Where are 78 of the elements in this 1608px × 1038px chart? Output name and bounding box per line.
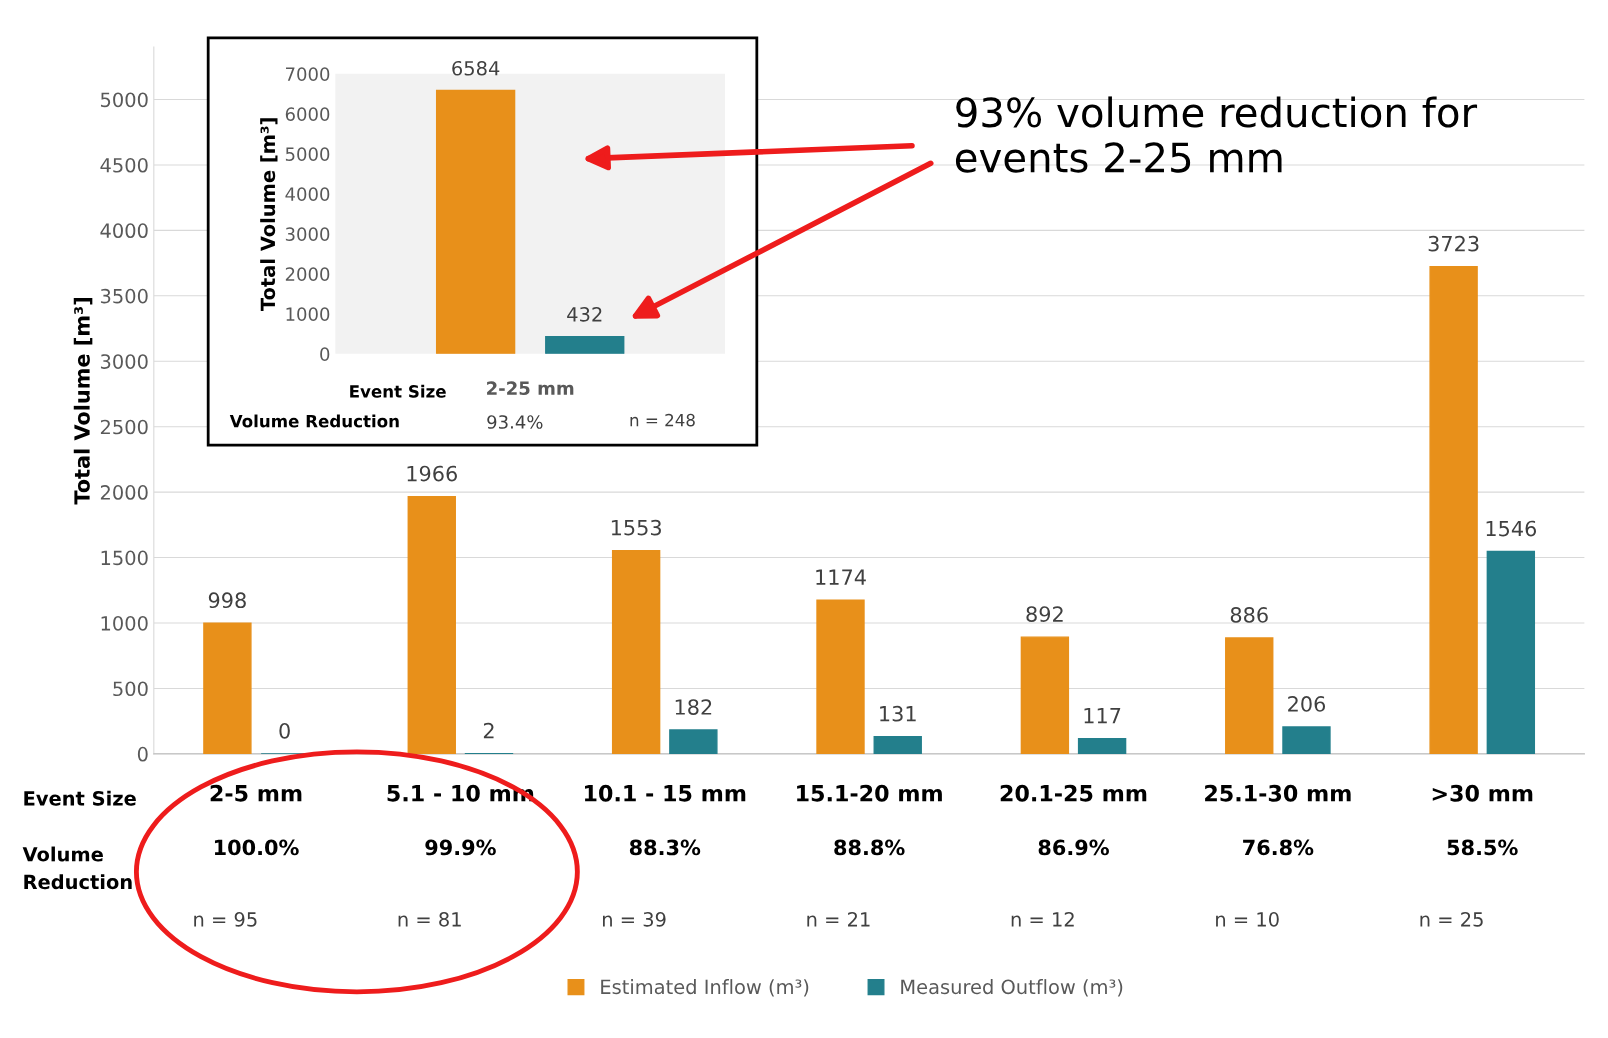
data-label: 998: [208, 592, 246, 609]
text: 88.3%: [629, 839, 701, 856]
y-tick-label: 4000: [100, 223, 148, 239]
x-tick-label: 10.1 - 15 mm: [585, 784, 746, 802]
y-tick-label: 1500: [101, 550, 148, 566]
bar: [816, 599, 865, 754]
x-tick-label: 2-5 mm: [210, 784, 302, 802]
text: n = 39: [603, 912, 666, 927]
x-tick-label: >30 mm: [1432, 784, 1533, 802]
y-tick-label: 500: [113, 681, 148, 697]
annotation: Event Size: [350, 384, 446, 398]
y-tick-label: 3000: [285, 227, 330, 241]
legend-label: Measured Outflow (m³): [901, 979, 1123, 997]
y-tick-label: 1000: [101, 615, 148, 631]
text: n = 95: [194, 912, 257, 927]
text: n = 10: [1216, 912, 1279, 927]
text: n = 12: [1011, 912, 1074, 927]
data-label: 1546: [1486, 520, 1537, 537]
bar: [1282, 726, 1331, 754]
x-tick-label: 20.1-25 mm: [1000, 784, 1147, 802]
y-tick-label: 5000: [100, 92, 148, 108]
data-label: 131: [880, 705, 916, 722]
y-tick-label: 2000: [100, 485, 148, 500]
y-tick-label: 3000: [100, 354, 148, 369]
data-label: 2: [483, 722, 494, 739]
y-tick-label: 0: [320, 347, 330, 361]
bar: [1486, 550, 1536, 754]
data-label: 1174: [816, 569, 866, 585]
legend-label: Estimated Inflow (m³): [601, 979, 809, 997]
bar: [1020, 636, 1070, 754]
data-label: 892: [1026, 606, 1063, 622]
y-tick-label: 4500: [100, 157, 148, 173]
annotation: 2-25 mm: [487, 381, 574, 395]
bar: [1225, 637, 1274, 754]
data-label: 182: [675, 699, 712, 715]
bar: [1077, 737, 1127, 754]
text: n = 25: [1420, 912, 1483, 927]
y-tick-label: 2000: [285, 267, 330, 281]
text: 99.9%: [425, 839, 496, 856]
x-tick-label: 15.1-20 mm: [797, 784, 942, 802]
text: n = 81: [398, 912, 461, 927]
y-tick-label: 6000: [285, 107, 330, 121]
data-label: 206: [1288, 696, 1326, 712]
text: 58.5%: [1447, 839, 1518, 856]
y-tick-label: 5000: [285, 147, 330, 161]
text: Volume Reduction: [22, 846, 132, 890]
text: 76.8%: [1243, 839, 1314, 856]
bar: [407, 495, 456, 754]
y-tick-label: 2500: [100, 419, 148, 435]
data-label: 6584: [452, 60, 500, 76]
data-label: 886: [1230, 607, 1268, 623]
bar: [873, 736, 922, 754]
text: 86.9%: [1038, 839, 1109, 856]
text: 88.8%: [834, 839, 905, 856]
y-tick-label: 1000: [286, 307, 330, 321]
y-axis-title: Total Volume [m³]: [73, 298, 93, 505]
text: Event Size: [24, 790, 136, 806]
annotation: n = 248: [630, 413, 695, 427]
data-label: 117: [1084, 707, 1121, 724]
y-tick-label: 3500: [100, 288, 148, 304]
bar: [203, 622, 252, 754]
y-tick-label: 7000: [286, 67, 330, 81]
bar: [669, 729, 718, 754]
data-label: 3723: [1428, 235, 1479, 252]
data-label: 432: [567, 307, 602, 322]
y-axis-title: Total Volume [m³]: [260, 118, 278, 312]
annotation: 93.4%: [487, 415, 543, 429]
text: n = 21: [807, 912, 870, 927]
bar: [611, 549, 661, 754]
data-label: 1966: [407, 465, 457, 482]
data-label: 1553: [611, 519, 661, 536]
annotation: Volume Reduction: [229, 414, 399, 428]
text: 100.0%: [214, 839, 299, 856]
bar: [1429, 265, 1478, 754]
y-tick-label: 0: [137, 746, 148, 762]
annotation: 93% volume reduction for events 2-25 mm: [955, 96, 1478, 173]
x-tick-label: 25.1-30 mm: [1205, 784, 1351, 802]
y-tick-label: 4000: [285, 187, 330, 201]
